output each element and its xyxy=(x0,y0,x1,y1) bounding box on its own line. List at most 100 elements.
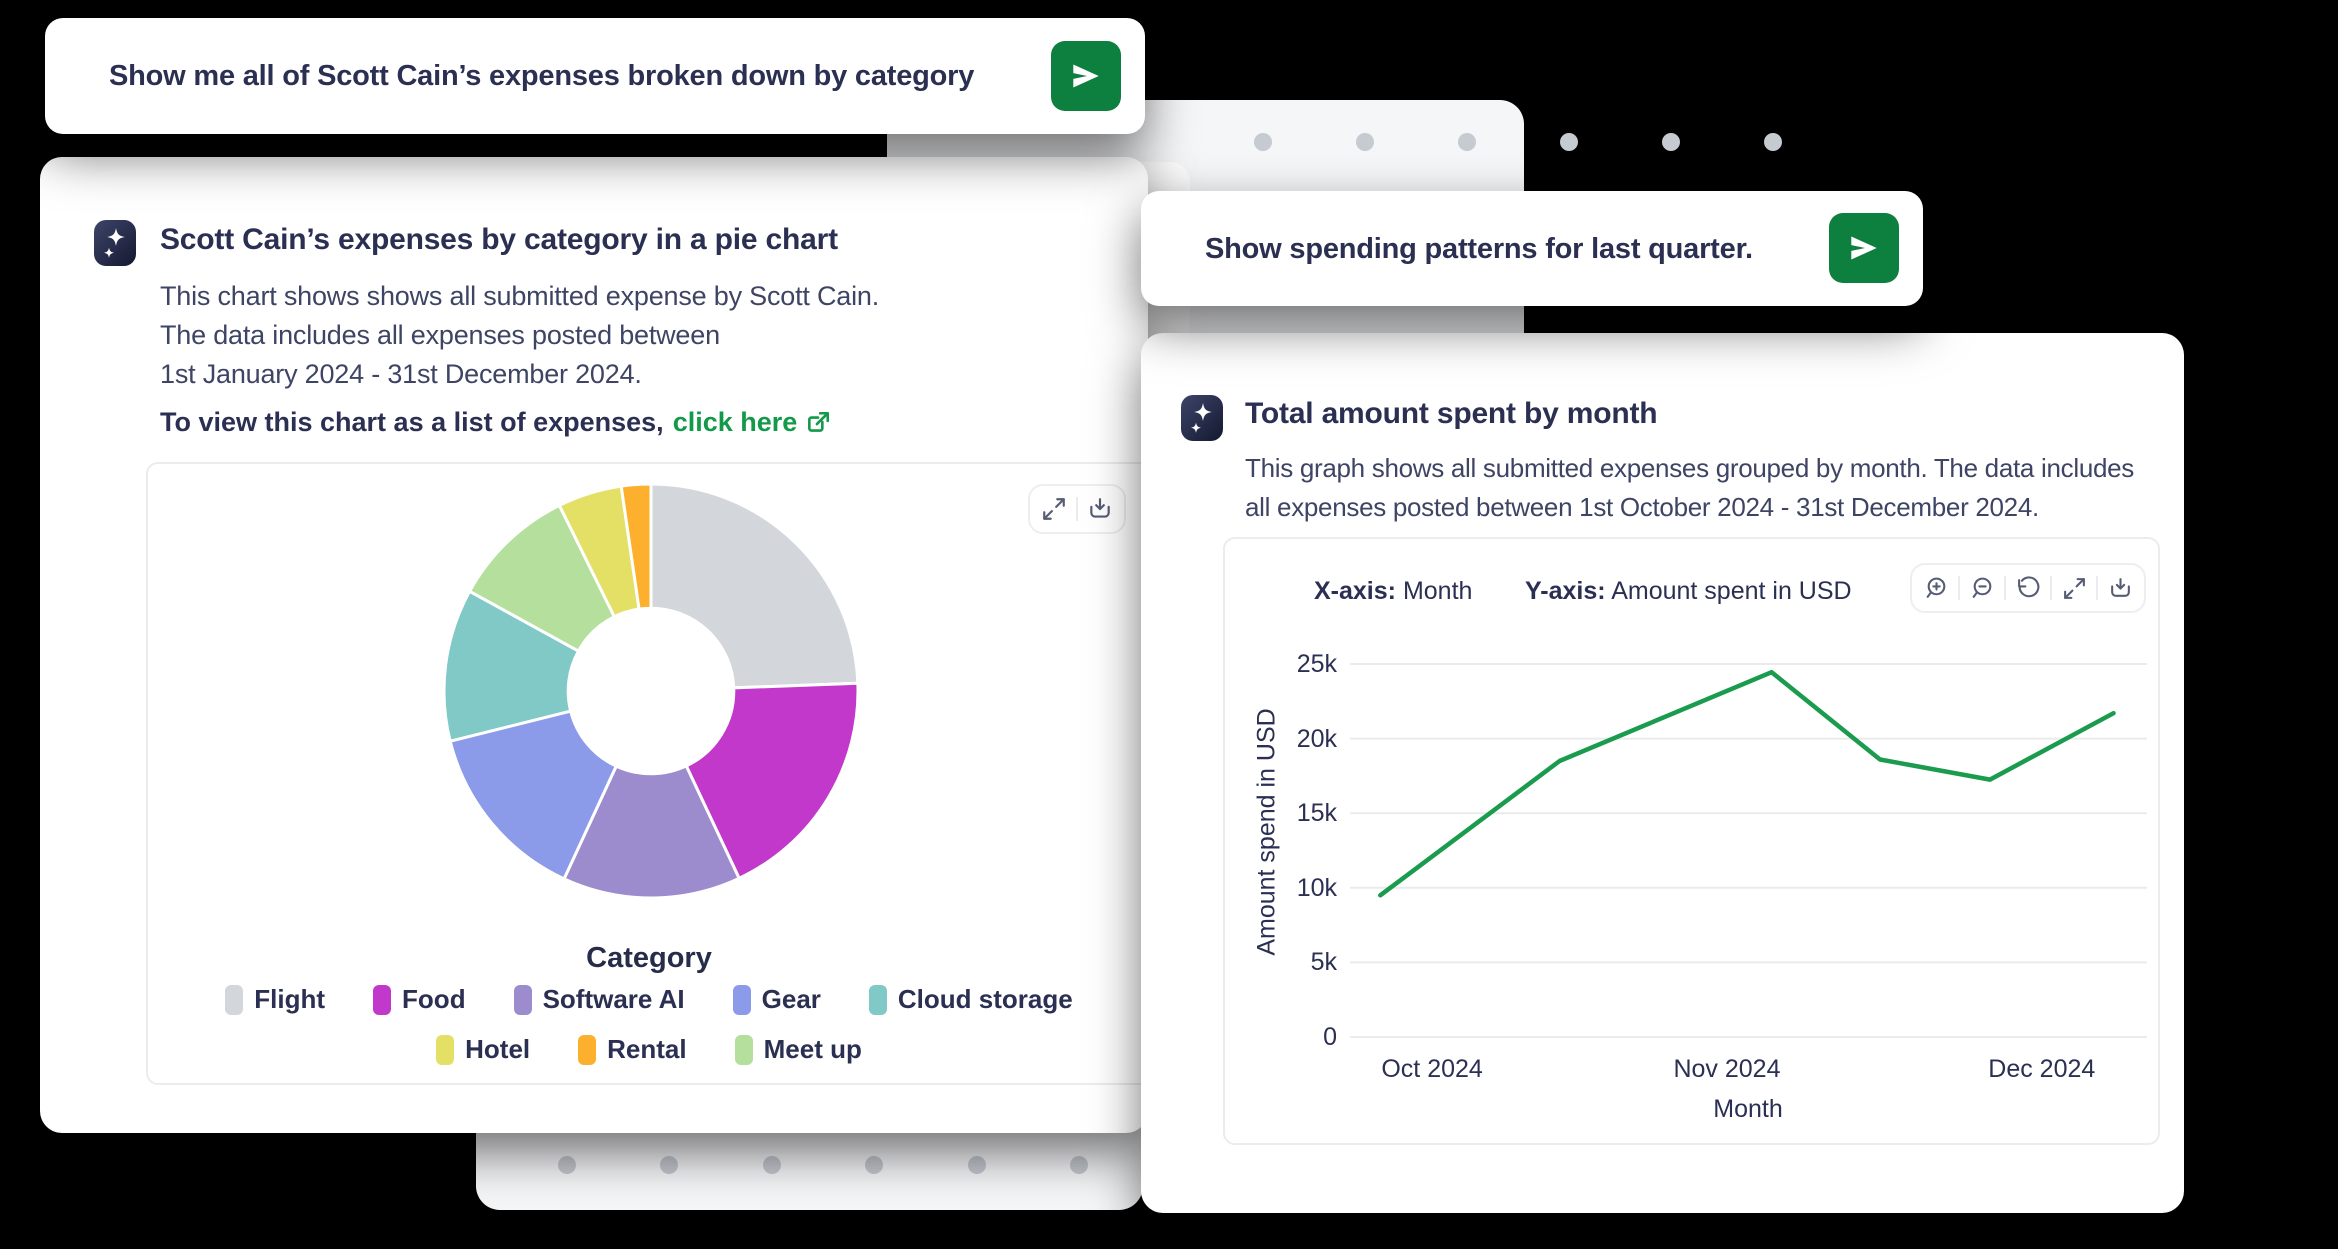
y-axis-key: Y-axis: xyxy=(1525,577,1606,605)
legend-item: Hotel xyxy=(436,1034,530,1065)
dots-row-top xyxy=(1254,133,1782,151)
dot xyxy=(762,1156,781,1174)
dot xyxy=(1069,1156,1088,1174)
download-button[interactable] xyxy=(2098,567,2142,609)
pie-chart-panel: Category Flight Food Software AI Gear Cloud … xyxy=(146,462,1152,1085)
legend-item: Food xyxy=(373,984,466,1015)
dot xyxy=(1764,133,1782,151)
legend-label: Flight xyxy=(254,984,326,1014)
legend-chip xyxy=(513,984,532,1015)
pie-segment-gear xyxy=(448,709,618,881)
legend-label: Meet up xyxy=(763,1034,862,1064)
send-button[interactable] xyxy=(1051,41,1121,111)
description-line: 1st January 2024 - 31st December 2024. xyxy=(160,359,642,389)
x-axis-label: Month xyxy=(1713,1095,1783,1123)
legend-chip xyxy=(578,1034,597,1065)
dot xyxy=(1662,133,1680,151)
chart-toolbar xyxy=(1028,484,1126,534)
card-description: This chart shows shows all submitted exp… xyxy=(160,277,879,394)
y-tick-label: 10k xyxy=(1296,873,1337,902)
query-text: Show me all of Scott Cain’s expenses bro… xyxy=(109,60,975,92)
legend-label: Rental xyxy=(607,1034,687,1064)
legend-chip xyxy=(225,984,244,1015)
download-button[interactable] xyxy=(1078,488,1122,530)
card-title: Scott Cain’s expenses by category in a p… xyxy=(160,223,838,256)
line-chart-card: Total amount spent by month This graph s… xyxy=(1141,333,2184,1213)
cta-prefix: To view this chart as a list of expenses… xyxy=(160,407,664,437)
dots-row-bottom xyxy=(558,1156,1088,1174)
legend-chip xyxy=(732,984,751,1015)
pie-chart-card: Scott Cain’s expenses by category in a p… xyxy=(40,157,1152,1133)
dot xyxy=(558,1156,576,1174)
toolbar-separator xyxy=(1076,497,1078,521)
send-icon xyxy=(1073,64,1099,88)
y-tick-label: 25k xyxy=(1296,650,1337,678)
y-tick-label: 0 xyxy=(1323,1023,1337,1051)
zoom-out-button[interactable] xyxy=(1960,567,2004,609)
legend-label: Food xyxy=(402,984,466,1014)
toolbar-separator xyxy=(2096,576,2098,600)
expand-icon xyxy=(1043,498,1065,520)
dot xyxy=(1560,133,1578,151)
pie-segment-flight xyxy=(649,482,860,690)
pie-chart-axis-title: Category xyxy=(586,942,712,974)
line-series xyxy=(1378,669,2116,898)
sparkle-icon xyxy=(104,228,125,258)
legend-row: Flight Food Software AI Gear Cloud storage xyxy=(148,984,1150,1015)
legend-chip xyxy=(734,1034,753,1065)
legend-item: Meet up xyxy=(734,1034,862,1065)
legend-label: Cloud storage xyxy=(897,984,1073,1014)
description-line: This graph shows all submitted expenses … xyxy=(1245,453,2134,483)
card-description: This graph shows all submitted expenses … xyxy=(1245,449,2134,527)
expand-icon xyxy=(2063,577,2085,599)
legend-item: Rental xyxy=(578,1034,687,1065)
query-text: Show spending patterns for last quarter. xyxy=(1205,233,1753,265)
dot xyxy=(967,1156,986,1174)
legend-chip xyxy=(868,984,887,1015)
toolbar-separator xyxy=(2050,576,2052,600)
external-link-icon[interactable] xyxy=(805,410,831,436)
legend-row: Hotel Rental Meet up xyxy=(148,1034,1150,1065)
y-tick-label: 15k xyxy=(1296,799,1337,828)
dot xyxy=(1254,133,1272,151)
legend-item: Software AI xyxy=(513,984,685,1015)
send-button[interactable] xyxy=(1829,213,1899,283)
legend-chip xyxy=(373,984,392,1015)
legend-item: Cloud storage xyxy=(868,984,1073,1015)
legend-item: Flight xyxy=(225,984,325,1015)
donut-chart xyxy=(442,482,860,900)
description-line: all expenses posted between 1st October … xyxy=(1245,492,2039,522)
ai-sparkle-icon xyxy=(94,220,136,266)
download-icon xyxy=(2110,577,2130,597)
description-line: The data includes all expenses posted be… xyxy=(160,320,720,350)
legend-label: Hotel xyxy=(465,1034,531,1064)
toolbar-separator xyxy=(1958,576,1960,600)
expand-button[interactable] xyxy=(2052,567,2096,609)
chart-toolbar xyxy=(1910,563,2146,613)
reset-zoom-button[interactable] xyxy=(2006,567,2050,609)
dot xyxy=(1356,133,1374,151)
zoom-in-button[interactable] xyxy=(1914,567,1958,609)
ai-sparkle-icon xyxy=(1181,395,1223,441)
card-title: Total amount spent by month xyxy=(1245,397,1658,430)
pie-segment-software-ai xyxy=(562,764,741,900)
download-icon xyxy=(1090,498,1110,518)
expand-button[interactable] xyxy=(1032,488,1076,530)
legend-chip xyxy=(436,1034,455,1065)
x-axis-info: X-axis: Month xyxy=(1314,577,1472,606)
send-icon xyxy=(1851,236,1877,260)
line-chart-panel: X-axis: Month Y-axis: Amount spent in US… xyxy=(1223,537,2160,1145)
click-here-link[interactable]: click here xyxy=(672,407,798,437)
dot xyxy=(660,1156,679,1174)
pie-segment-rental xyxy=(619,482,653,611)
x-tick-label: Dec 2024 xyxy=(1988,1055,2096,1083)
zoom-in-icon xyxy=(1926,577,1945,598)
query-card-1: Show me all of Scott Cain’s expenses bro… xyxy=(45,18,1145,134)
line-chart xyxy=(1350,663,2147,1038)
sparkle-icon xyxy=(1191,403,1212,433)
reset-icon xyxy=(2017,575,2039,597)
y-tick-label: 20k xyxy=(1296,724,1337,753)
toolbar-separator xyxy=(2004,576,2006,600)
y-tick-label: 5k xyxy=(1310,948,1337,977)
